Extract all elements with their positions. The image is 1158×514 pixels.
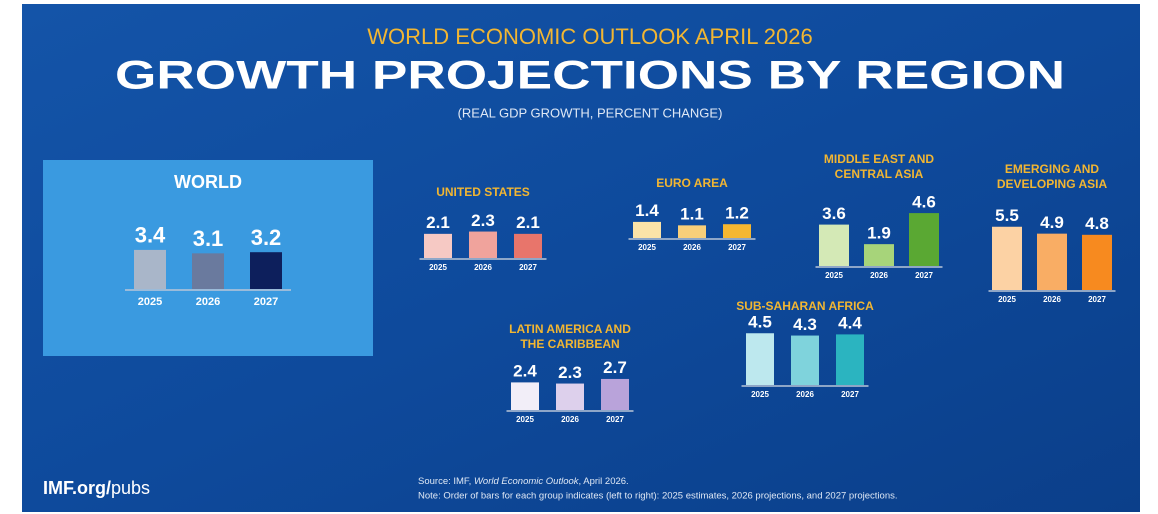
panel-title: DEVELOPING ASIA <box>997 177 1108 191</box>
year-label: 2026 <box>561 415 579 424</box>
year-label: 2027 <box>915 271 933 280</box>
value-label: 1.1 <box>680 205 704 224</box>
year-label: 2025 <box>825 271 843 280</box>
year-label: 2027 <box>519 263 537 272</box>
subtitle: (REAL GDP GROWTH, PERCENT CHANGE) <box>458 105 723 120</box>
value-label: 3.6 <box>822 204 846 223</box>
panel-title: WORLD <box>174 172 242 192</box>
source-title: World Economic Outlook <box>474 476 580 487</box>
bar <box>192 253 224 289</box>
value-label: 3.4 <box>135 223 166 248</box>
source: Source: IMF, World Economic Outlook, Apr… <box>418 476 629 487</box>
panel-title: EMERGING AND <box>1005 162 1100 176</box>
bar <box>424 233 452 258</box>
year-label: 2026 <box>796 390 814 399</box>
value-label: 2.1 <box>516 213 540 232</box>
bar <box>864 244 894 266</box>
bar <box>992 226 1022 290</box>
value-label: 4.3 <box>793 315 817 334</box>
value-label: 4.4 <box>838 314 862 333</box>
year-label: 2026 <box>196 296 220 308</box>
source-suffix: , April 2026. <box>579 476 629 487</box>
bar <box>514 233 542 258</box>
bar <box>633 221 661 238</box>
panel-title: UNITED STATES <box>436 185 530 199</box>
source-prefix: Source: IMF, <box>418 476 474 487</box>
year-label: 2026 <box>683 243 701 252</box>
bar <box>511 382 539 410</box>
year-label: 2025 <box>638 243 656 252</box>
value-label: 5.5 <box>995 206 1019 225</box>
bar <box>678 225 706 238</box>
year-label: 2027 <box>728 243 746 252</box>
panel-title: LATIN AMERICA AND <box>509 322 631 336</box>
year-label: 2027 <box>1088 295 1106 304</box>
note: Note: Order of bars for each group indic… <box>418 491 898 502</box>
value-label: 3.2 <box>251 225 282 250</box>
value-label: 4.9 <box>1040 213 1064 232</box>
bar <box>1037 233 1067 290</box>
panel-title: EURO AREA <box>656 176 728 190</box>
year-label: 2027 <box>841 390 859 399</box>
value-label: 2.3 <box>558 363 582 382</box>
value-label: 3.1 <box>193 226 224 251</box>
bar <box>250 252 282 289</box>
bar <box>556 383 584 410</box>
value-label: 2.3 <box>471 211 495 230</box>
site: IMF.org/ <box>43 478 111 498</box>
year-label: 2025 <box>998 295 1016 304</box>
panel-title: CENTRAL ASIA <box>835 167 924 181</box>
year-label: 2025 <box>138 296 162 308</box>
kicker: WORLD ECONOMIC OUTLOOK APRIL 2026 <box>367 24 812 49</box>
value-label: 4.8 <box>1085 214 1109 233</box>
year-label: 2027 <box>606 415 624 424</box>
value-label: 1.4 <box>635 201 659 220</box>
value-label: 1.9 <box>867 223 891 242</box>
value-label: 2.7 <box>603 358 627 377</box>
panel-title: THE CARIBBEAN <box>520 337 619 351</box>
main-title: GROWTH PROJECTIONS BY REGION <box>115 54 1065 98</box>
year-label: 2026 <box>474 263 492 272</box>
value-label: 1.2 <box>725 203 749 222</box>
bar <box>909 213 939 266</box>
value-label: 2.4 <box>513 362 537 381</box>
value-label: 4.5 <box>748 313 772 332</box>
year-label: 2025 <box>429 263 447 272</box>
value-label: 4.6 <box>912 192 936 211</box>
bar <box>134 249 166 289</box>
bar <box>1082 234 1112 290</box>
site-path: pubs <box>111 478 150 498</box>
panel-title: SUB-SAHARAN AFRICA <box>736 299 874 313</box>
year-label: 2027 <box>254 296 278 308</box>
bar <box>819 224 849 266</box>
value-label: 2.1 <box>426 213 450 232</box>
year-label: 2026 <box>870 271 888 280</box>
bar <box>791 335 819 385</box>
year-label: 2025 <box>751 390 769 399</box>
panel-title: MIDDLE EAST AND <box>824 152 935 166</box>
bar <box>836 334 864 385</box>
year-label: 2026 <box>1043 295 1061 304</box>
bar <box>469 231 497 258</box>
bar <box>746 333 774 385</box>
bar <box>723 224 751 238</box>
bar <box>601 378 629 410</box>
site-link: IMF.org/pubs <box>43 478 150 498</box>
year-label: 2025 <box>516 415 534 424</box>
